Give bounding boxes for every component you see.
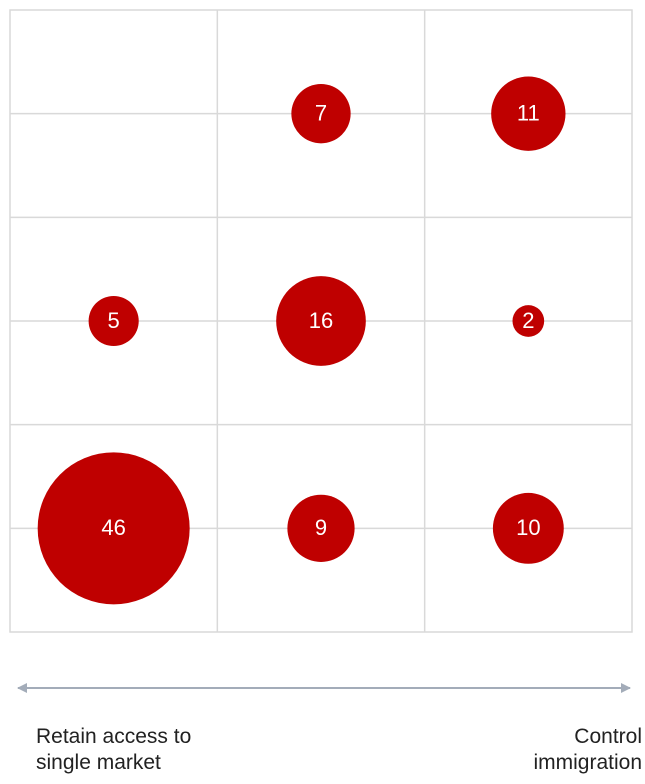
bubble (37, 452, 190, 605)
left-label: Retain access to single market (36, 725, 192, 774)
bubble-label: 10 (516, 515, 540, 540)
right-label: Control immigration (533, 725, 642, 774)
bubble-label: 46 (101, 515, 125, 540)
bubble (88, 295, 139, 347)
bubble (512, 305, 545, 337)
bubble-label: 5 (108, 308, 120, 333)
bubble-label: 16 (309, 308, 333, 333)
bubble (492, 492, 564, 564)
bubble (291, 84, 351, 144)
bubble (276, 276, 366, 366)
bubble-label: 2 (522, 308, 534, 333)
bubble (287, 494, 355, 562)
bubble-label: 7 (315, 100, 327, 125)
bubble (491, 76, 566, 151)
bubble-label: 11 (517, 100, 540, 125)
bubble-label: 9 (315, 515, 327, 540)
